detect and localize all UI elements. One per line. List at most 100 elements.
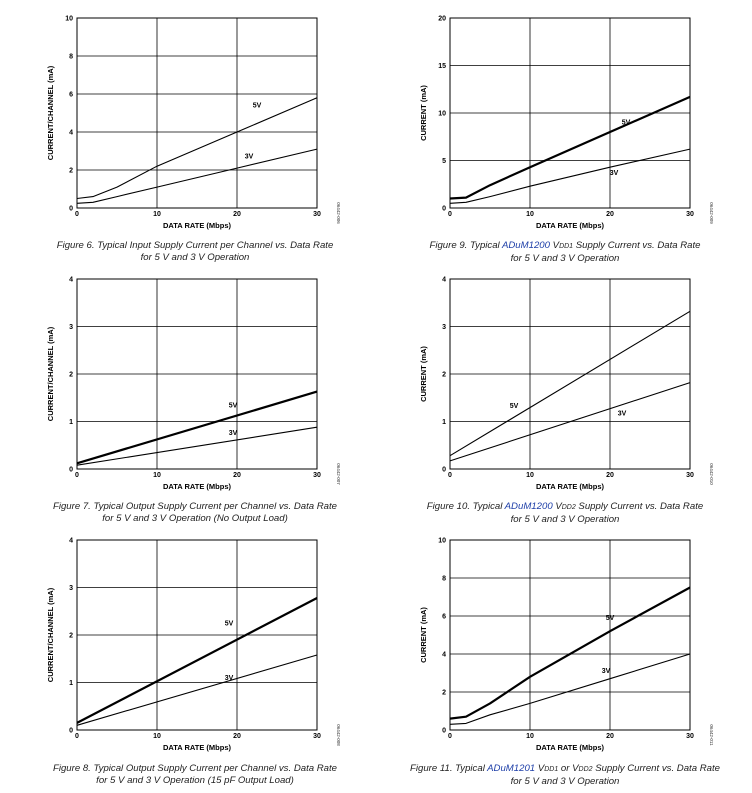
product-link-adum1200[interactable]: ADuM1200	[504, 501, 553, 512]
caption-fig10-prefix: Figure 10. Typical	[426, 501, 505, 512]
fig11-xtick-label: 0	[448, 733, 452, 740]
fig6-ytick-label: 8	[69, 54, 73, 61]
fig10-frame	[449, 278, 691, 470]
fig11-x-axis-label: DATA RATE (Mbps)	[536, 743, 605, 752]
fig6-series-label-3v: 3V	[245, 154, 254, 161]
fig7-ytick-label: 3	[69, 324, 73, 331]
caption-fig9-line2: for 5 V and 3 V Operation	[510, 252, 620, 264]
caption-fig7: Figure 7. Typical Output Supply Current …	[40, 501, 350, 524]
fig8-ytick-label: 3	[69, 585, 73, 592]
fig6-ytick-label: 0	[69, 206, 73, 213]
fig6-y-axis-label: CURRENT/CHANNEL (mA)	[46, 65, 55, 160]
fig10-x-axis-label: DATA RATE (Mbps)	[536, 482, 605, 491]
fig6-ytick-label: 2	[69, 168, 73, 175]
fig10-xtick-label: 0	[448, 472, 452, 479]
fig6-series-3v-line	[76, 148, 318, 204]
fig9-y-axis-label: CURRENT (mA)	[419, 85, 428, 141]
caption-fig11-v2: V	[572, 763, 579, 774]
fig6-x-axis-label: DATA RATE (Mbps)	[163, 221, 232, 230]
fig7-series-5v-line	[76, 390, 318, 465]
fig7-xtick-label: 20	[233, 472, 241, 479]
fig7-y-axis-label: CURRENT/CHANNEL (mA)	[46, 326, 55, 421]
caption-fig10-line2: for 5 V and 3 V Operation	[510, 513, 620, 525]
fig10-series-5v-line	[449, 310, 691, 457]
fig6-xtick-label: 20	[233, 211, 241, 218]
fig7-series-label-3v: 3V	[229, 430, 238, 437]
fig10-series-label-5v: 5V	[510, 403, 519, 410]
fig11-series-5v-line	[449, 586, 691, 720]
fig8-series-label-3v: 3V	[225, 675, 234, 682]
caption-fig10: Figure 10. Typical ADuM1200 VDD2 Supply …	[410, 501, 720, 525]
fig9-ytick-label: 0	[442, 206, 446, 213]
fig8-y-axis-label: CURRENT/CHANNEL (mA)	[46, 587, 55, 682]
fig8-ytick-label: 1	[69, 680, 73, 687]
caption-fig11-sub2: DD2	[578, 766, 593, 773]
caption-fig8-line2: for 5 V and 3 V Operation (15 pF Output …	[96, 774, 294, 786]
caption-fig9-sub: DD1	[559, 243, 574, 250]
fig6-ytick-label: 6	[69, 92, 73, 99]
fig8-ytick-label: 4	[69, 538, 73, 545]
fig8-ytick-label: 0	[69, 728, 73, 735]
fig9-series-label-3v: 3V	[610, 170, 619, 177]
fig8-x-axis-label: DATA RATE (Mbps)	[163, 743, 232, 752]
fig9-xtick-label: 30	[686, 211, 694, 218]
fig11-xtick-label: 10	[526, 733, 534, 740]
fig6-frame	[76, 17, 318, 209]
fig7-ytick-label: 1	[69, 419, 73, 426]
caption-fig8-line1: Figure 8. Typical Output Supply Current …	[52, 763, 338, 774]
fig10-ytick-label: 2	[442, 372, 446, 379]
fig10-series-label-3v: 3V	[618, 410, 627, 417]
fig10-xtick-label: 20	[606, 472, 614, 479]
fig8-frame	[76, 539, 318, 731]
caption-fig11: Figure 11. Typical ADuM1201 VDD1 or VDD2…	[400, 763, 730, 787]
fig7-xtick-label: 30	[313, 472, 321, 479]
fig8-series-5v-line	[76, 597, 318, 724]
fig11-xtick-label: 20	[606, 733, 614, 740]
fig7-ytick-label: 0	[69, 467, 73, 474]
fig7-series-label-5v: 5V	[229, 402, 238, 409]
caption-fig10-v: V	[555, 501, 562, 512]
caption-fig9: Figure 9. Typical ADuM1200 VDD1 Supply C…	[410, 240, 720, 264]
fig7-x-axis-label: DATA RATE (Mbps)	[163, 482, 232, 491]
caption-fig11-mid: or	[558, 763, 573, 774]
caption-fig9-v: V	[552, 240, 560, 251]
fig11-frame	[449, 539, 691, 731]
caption-fig11-post: Supply Current vs. Data Rate	[592, 763, 720, 774]
fig11-y-axis-label: CURRENT (mA)	[419, 607, 428, 663]
caption-fig10-sub: DD2	[561, 504, 576, 511]
fig9-figure-code: 06442-009	[709, 202, 714, 224]
caption-fig7-line2: for 5 V and 3 V Operation (No Output Loa…	[102, 512, 288, 524]
fig8-series-3v-line	[76, 654, 318, 726]
fig9-xtick-label: 10	[526, 211, 534, 218]
fig10-ytick-label: 4	[442, 277, 446, 284]
fig6-ytick-label: 10	[65, 16, 73, 23]
fig7-ytick-label: 4	[69, 277, 73, 284]
caption-fig9-post: Supply Current vs. Data Rate	[573, 240, 701, 251]
fig6-figure-code: 06442-006	[336, 202, 341, 224]
fig11-xtick-label: 30	[686, 733, 694, 740]
caption-fig11-line2: for 5 V and 3 V Operation	[510, 775, 620, 787]
fig7-xtick-label: 0	[75, 472, 79, 479]
fig11-ytick-label: 2	[442, 690, 446, 697]
fig6-xtick-label: 0	[75, 211, 79, 218]
fig10-series-3v-line	[449, 382, 691, 462]
fig10-figure-code: 06442-010	[709, 463, 714, 485]
fig8-series-label-5v: 5V	[225, 621, 234, 628]
fig11-series-3v-line	[449, 653, 691, 725]
fig9-x-axis-label: DATA RATE (Mbps)	[536, 221, 605, 230]
fig6-ytick-label: 4	[69, 130, 73, 137]
product-link-adum1201[interactable]: ADuM1201	[487, 763, 536, 774]
fig9-ytick-label: 5	[442, 158, 446, 165]
fig10-ytick-label: 0	[442, 467, 446, 474]
fig9-ytick-label: 10	[438, 111, 446, 118]
fig7-xtick-label: 10	[153, 472, 161, 479]
fig9-ytick-label: 15	[438, 63, 446, 70]
product-link-adum1200[interactable]: ADuM1200	[501, 240, 550, 251]
fig6-xtick-label: 30	[313, 211, 321, 218]
caption-fig6-line2: for 5 V and 3 V Operation	[140, 251, 250, 263]
fig9-series-label-5v: 5V	[622, 119, 631, 126]
fig11-figure-code: 06442-011	[709, 724, 714, 746]
fig11-ytick-label: 10	[438, 538, 446, 545]
fig10-y-axis-label: CURRENT (mA)	[419, 346, 428, 402]
fig7-frame	[76, 278, 318, 470]
